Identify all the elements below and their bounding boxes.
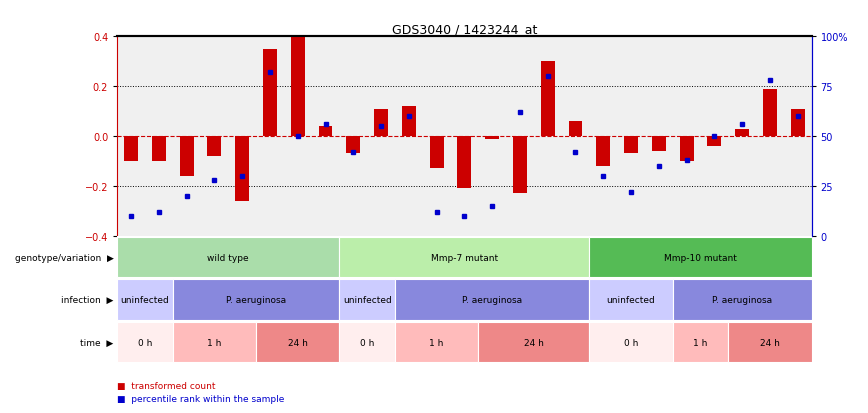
Text: 1 h: 1 h [207,338,221,347]
Bar [173,280,339,320]
Text: genotype/variation  ▶: genotype/variation ▶ [15,253,114,262]
Title: GDS3040 / 1423244_at: GDS3040 / 1423244_at [391,23,537,36]
Text: wild type: wild type [207,253,249,262]
Text: ■  percentile rank within the sample: ■ percentile rank within the sample [117,394,285,403]
Bar [457,137,471,189]
Bar [291,37,305,137]
Bar [152,137,166,161]
Text: P. aeruginosa: P. aeruginosa [462,295,523,304]
Text: Mmp-7 mutant: Mmp-7 mutant [431,253,498,262]
Bar [513,137,527,194]
Bar [624,137,638,154]
Bar [680,137,694,161]
Bar [569,122,582,137]
Bar [485,137,499,139]
Text: 0 h: 0 h [360,338,374,347]
Text: P. aeruginosa: P. aeruginosa [226,295,286,304]
Text: uninfected: uninfected [121,295,169,304]
Text: infection  ▶: infection ▶ [62,295,114,304]
Text: Mmp-10 mutant: Mmp-10 mutant [664,253,737,262]
Bar [117,237,339,278]
Bar [339,280,395,320]
Bar [339,237,589,278]
Bar [180,137,194,176]
Bar [791,109,805,137]
Bar [589,280,673,320]
Bar [124,137,138,161]
Bar [402,107,416,137]
Bar [235,137,249,202]
Text: 0 h: 0 h [624,338,638,347]
Text: 24 h: 24 h [288,338,307,347]
Text: ■  transformed count: ■ transformed count [117,381,215,390]
Text: 0 h: 0 h [138,338,152,347]
Text: P. aeruginosa: P. aeruginosa [712,295,773,304]
Bar [339,322,395,363]
Text: 1 h: 1 h [694,338,707,347]
Bar [673,280,812,320]
Bar [173,322,256,363]
Bar [728,322,812,363]
Bar [430,137,444,169]
Bar [735,129,749,137]
Bar [395,322,478,363]
Bar [117,322,173,363]
Bar [319,127,332,137]
Text: 24 h: 24 h [760,338,779,347]
Bar [117,280,173,320]
Text: 1 h: 1 h [430,338,444,347]
Bar [263,50,277,137]
Text: 24 h: 24 h [524,338,543,347]
Bar [596,137,610,166]
Text: time  ▶: time ▶ [81,338,114,347]
Bar [256,322,339,363]
Bar [541,62,555,137]
Text: uninfected: uninfected [607,295,655,304]
Bar [673,322,728,363]
Bar [707,137,721,147]
Bar [374,109,388,137]
Bar [763,89,777,137]
Bar [346,137,360,154]
Bar [652,137,666,152]
Bar [207,137,221,157]
Text: uninfected: uninfected [343,295,391,304]
Bar [478,322,589,363]
Bar [589,237,812,278]
Bar [589,322,673,363]
Bar [395,280,589,320]
